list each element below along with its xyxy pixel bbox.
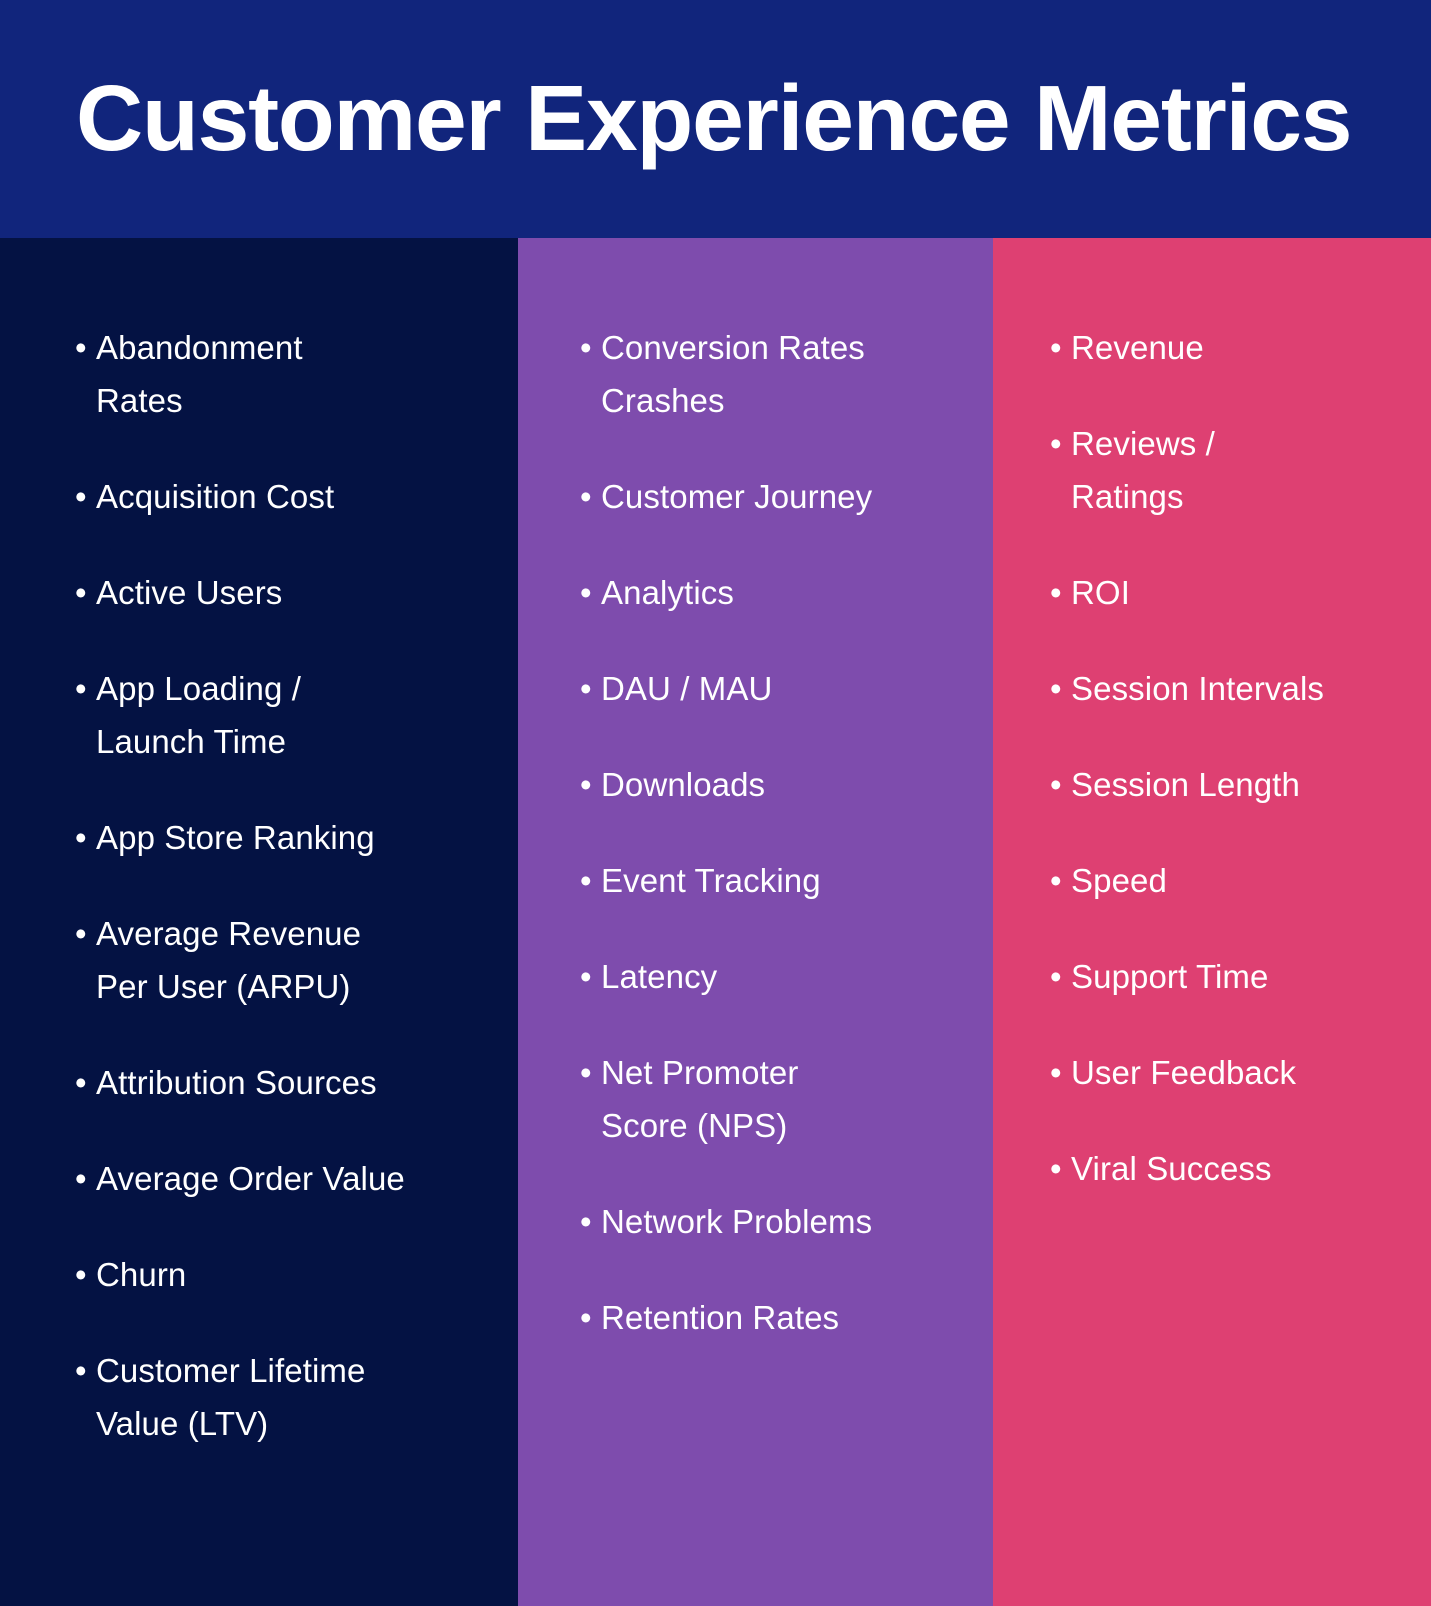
metric-list-item: Active Users — [75, 566, 495, 619]
metric-list-item: App Loading / Launch Time — [75, 662, 495, 768]
metric-list-two: Conversion Rates Crashes Customer Journey… — [580, 321, 980, 1344]
metric-list-item: DAU / MAU — [580, 662, 980, 715]
metric-list-three: Revenue Reviews / Ratings ROI Session Inter… — [1050, 321, 1420, 1195]
metric-list-item: Viral Success — [1050, 1142, 1420, 1195]
metric-column-three: Revenue Reviews / Ratings ROI Session Inter… — [993, 238, 1431, 1606]
metric-list-item: Reviews / Ratings — [1050, 417, 1420, 523]
metric-list-item: Acquisition Cost — [75, 470, 495, 523]
metric-list-item: Average Order Value — [75, 1152, 495, 1205]
metric-list-item: User Feedback — [1050, 1046, 1420, 1099]
metric-list-item: Customer Lifetime Value (LTV) — [75, 1344, 495, 1450]
metric-list-item: Session Intervals — [1050, 662, 1420, 715]
metric-list-item: Average Revenue Per User (ARPU) — [75, 907, 495, 1013]
metric-list-item: Latency — [580, 950, 980, 1003]
metric-list-item: Churn — [75, 1248, 495, 1301]
metric-column-two: Conversion Rates Crashes Customer Journey… — [518, 238, 993, 1606]
metric-column-one: Abandonment Rates Acquisition Cost Active … — [0, 238, 518, 1606]
metric-list-item: Retention Rates — [580, 1291, 980, 1344]
metric-list-item: Attribution Sources — [75, 1056, 495, 1109]
page-title: Customer Experience Metrics — [76, 66, 1352, 170]
metric-list-item: Customer Journey — [580, 470, 980, 523]
metric-list-item: Speed — [1050, 854, 1420, 907]
metric-list-item: Analytics — [580, 566, 980, 619]
metric-list-one: Abandonment Rates Acquisition Cost Active … — [75, 321, 495, 1450]
metric-list-item: Downloads — [580, 758, 980, 811]
metric-list-item: Event Tracking — [580, 854, 980, 907]
metric-list-item: Session Length — [1050, 758, 1420, 811]
metric-list-item: App Store Ranking — [75, 811, 495, 864]
metric-list-item: ROI — [1050, 566, 1420, 619]
metric-list-item: Revenue — [1050, 321, 1420, 374]
metric-columns: Abandonment Rates Acquisition Cost Active … — [0, 238, 1431, 1606]
metric-list-item: Network Problems — [580, 1195, 980, 1248]
metric-list-item: Abandonment Rates — [75, 321, 495, 427]
metric-list-item: Support Time — [1050, 950, 1420, 1003]
metric-list-item: Conversion Rates Crashes — [580, 321, 980, 427]
header-band: Customer Experience Metrics — [0, 0, 1431, 238]
metric-list-item: Net Promoter Score (NPS) — [580, 1046, 980, 1152]
